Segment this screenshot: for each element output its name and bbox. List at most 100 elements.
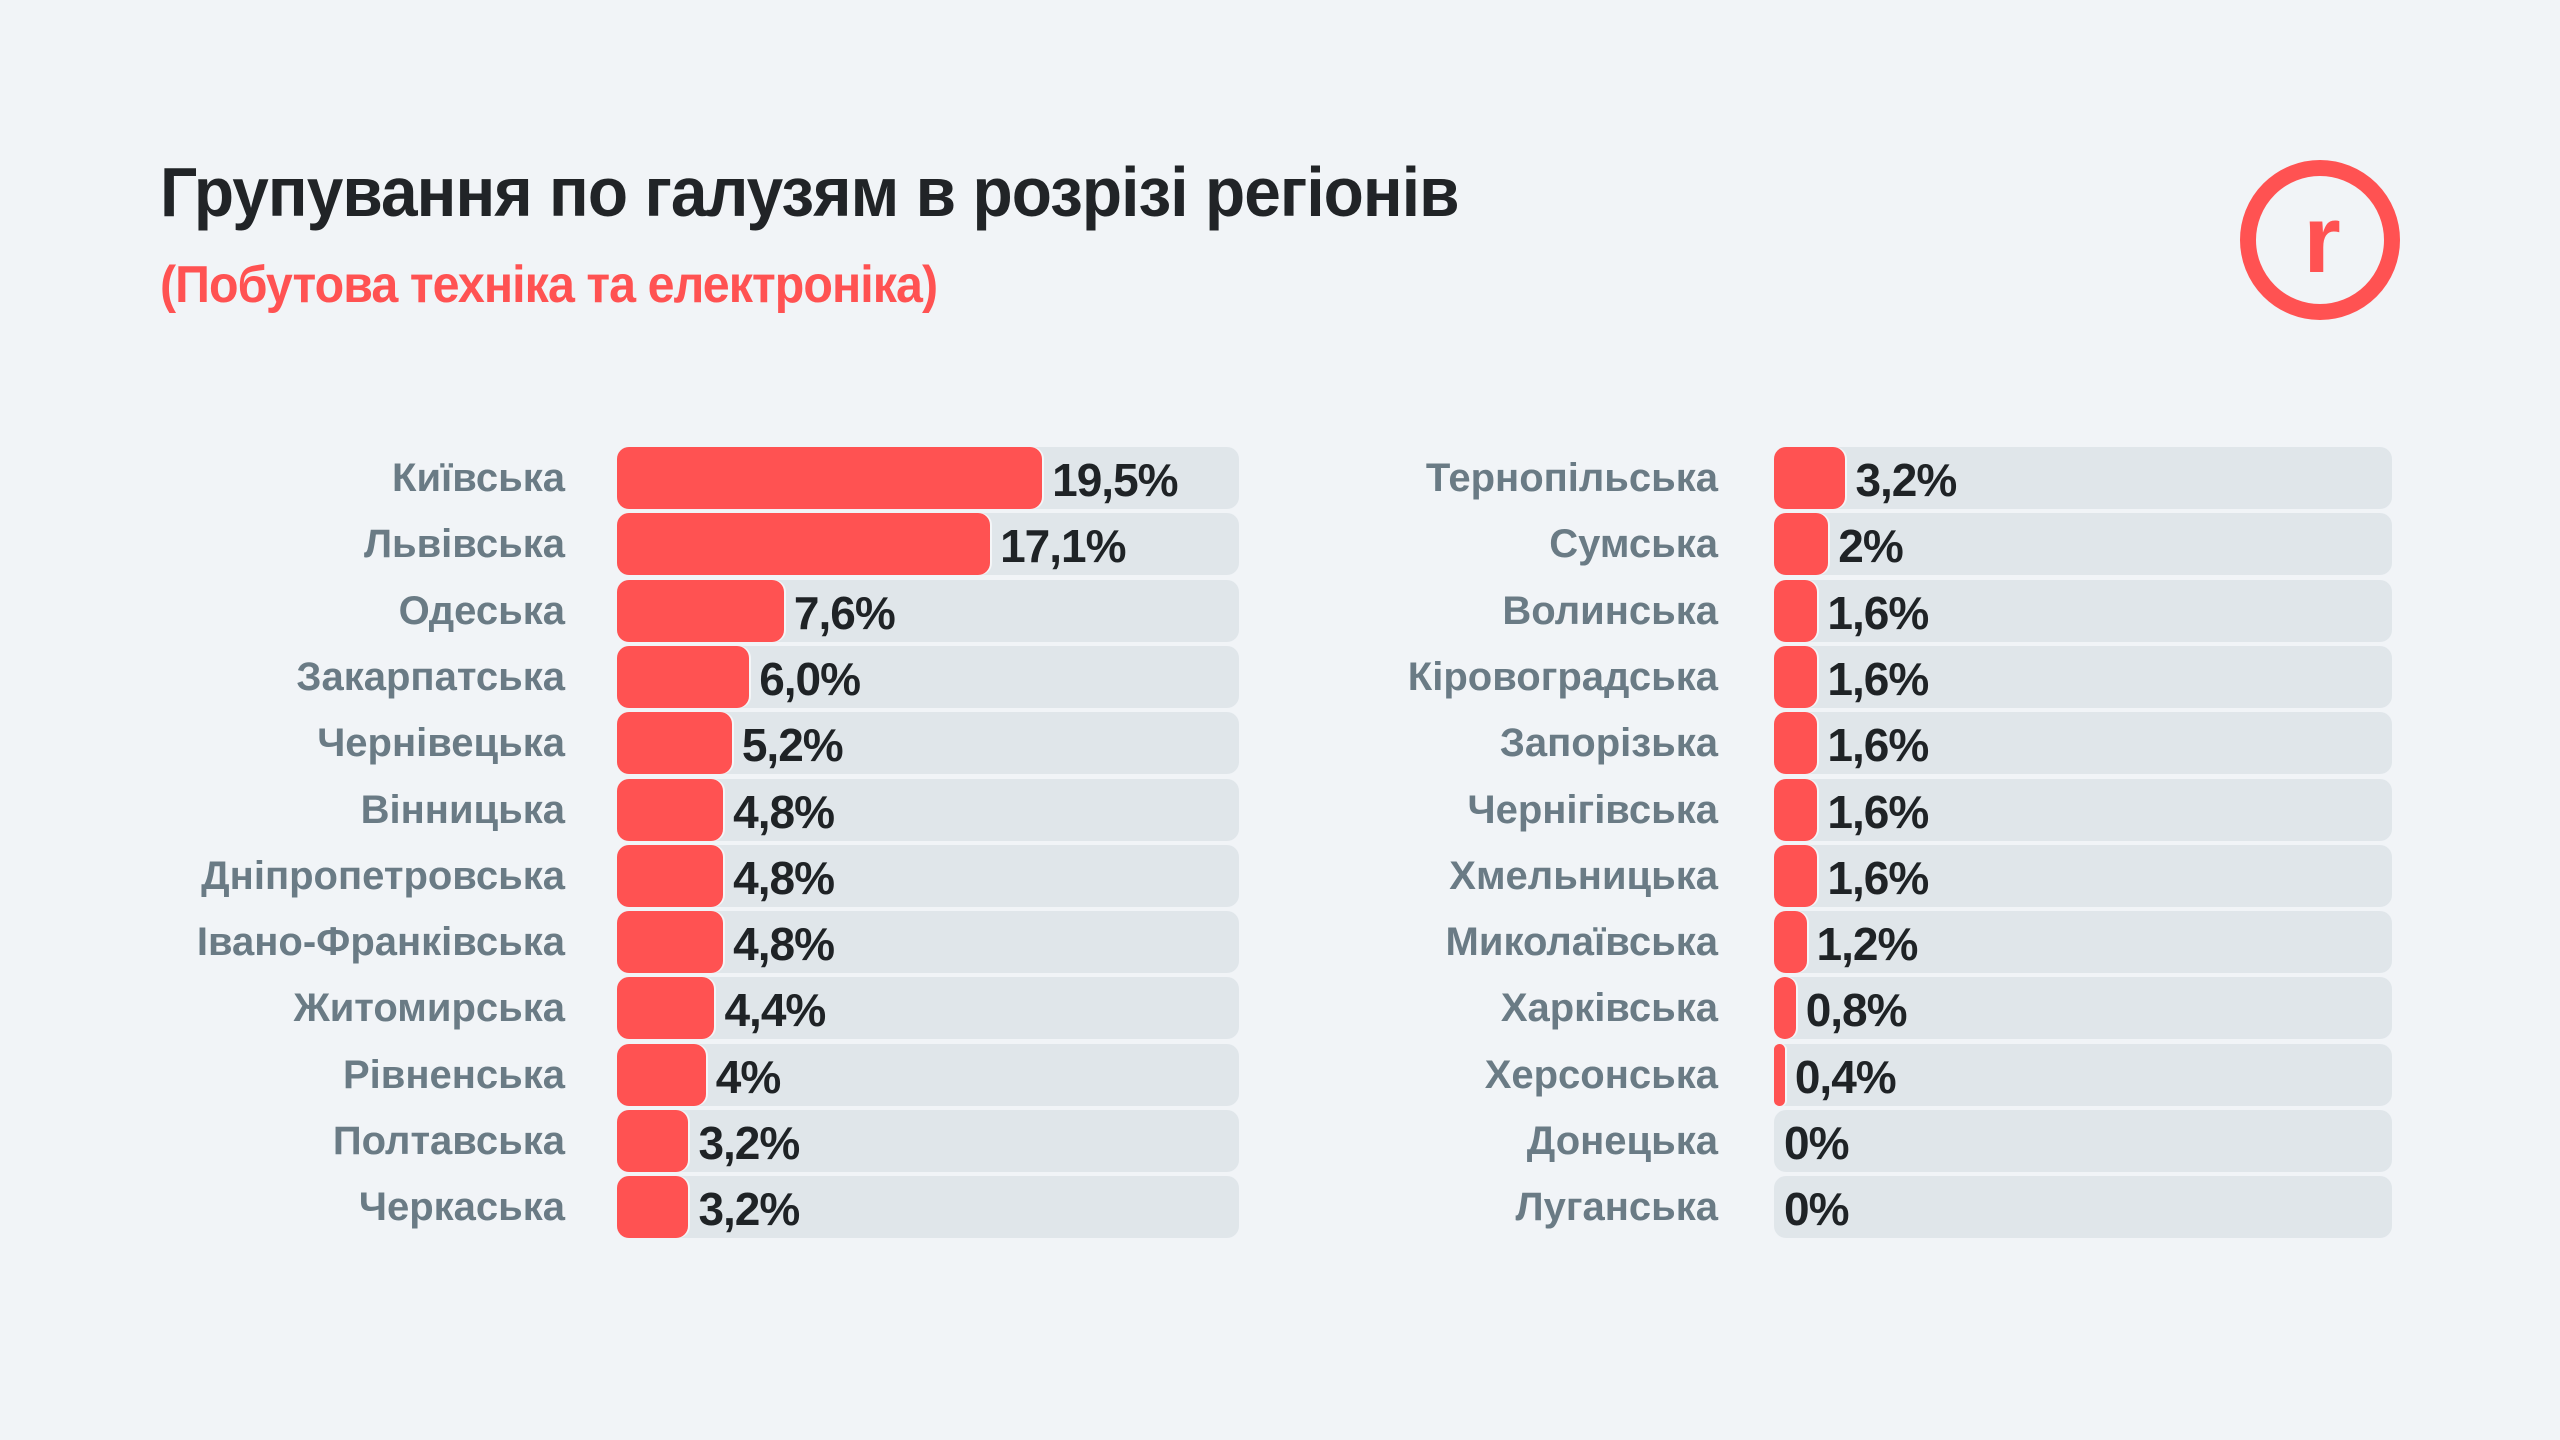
bar-track (617, 447, 1239, 509)
category-label: Закарпатська (296, 654, 565, 699)
bar-track (1774, 645, 2392, 708)
value-label: 0,8% (1805, 984, 1908, 1037)
bar-row: Чернівецька 5,2% (0, 712, 2560, 775)
chart-title: Групування по галузям в розрізі регіонів (160, 153, 1460, 231)
bar-track (617, 844, 1239, 907)
bar (1774, 1043, 1785, 1106)
bar-row: Сумська 2% (0, 513, 2560, 576)
bar-track (617, 1043, 1239, 1106)
bar (617, 778, 724, 841)
bar (617, 1176, 689, 1239)
category-label: Полтавська (332, 1119, 565, 1163)
bar-track (1774, 447, 2392, 509)
bar-row: Донецька 0% (0, 1110, 2560, 1172)
bar-row: Запорізька 1,6% (0, 712, 2560, 775)
bar-row: Вінницька 4,8% (0, 778, 2560, 841)
bar-track (1774, 778, 2392, 841)
category-label: Тернопільська (1425, 456, 1718, 500)
bar-track (617, 645, 1239, 708)
bar (1774, 778, 1818, 841)
r-circle-logo-icon: r (2240, 160, 2400, 320)
category-label: Волинська (1502, 588, 1718, 633)
bar-track (617, 778, 1239, 841)
logo-letter: r (2303, 186, 2340, 293)
bar-row: Одеська 7,6% (0, 579, 2560, 642)
category-label: Львівська (363, 522, 565, 567)
bar-row: Хмельницька 1,6% (0, 844, 2560, 907)
bar (617, 712, 732, 775)
bar-row: Харківська 0,8% (0, 977, 2560, 1040)
value-label: 0% (1784, 1117, 1849, 1169)
bar (1774, 645, 1818, 708)
bar-row: Черкаська 3,2% (0, 1176, 2560, 1239)
value-label: 4,8% (733, 851, 835, 904)
bar (617, 645, 750, 708)
value-label: 1,6% (1827, 586, 1929, 639)
bar-row: Львівська 17,1% (0, 513, 2560, 576)
bar (1774, 513, 1829, 576)
value-label: 4,4% (724, 984, 826, 1037)
category-label: Одеська (398, 588, 565, 633)
category-label: Луганська (1515, 1185, 1718, 1230)
bar-row: Миколаївська 1,2% (0, 911, 2560, 974)
bar-row: Рівненська 4% (0, 1043, 2560, 1106)
bar-track (1774, 712, 2392, 775)
bar-row: Чернігівська 1,6% (0, 778, 2560, 841)
bar (1774, 844, 1818, 907)
chart-subtitle: (Побутова техніка та електроніка) (160, 256, 938, 314)
category-label: Київська (392, 456, 565, 500)
bar-track (617, 1176, 1239, 1239)
category-label: Вінницька (360, 787, 565, 832)
bar (617, 579, 784, 642)
bar-row: Івано-Франківська 4,8% (0, 911, 2560, 974)
bar-row: Луганська 0% (0, 1176, 2560, 1239)
value-label: 3,2% (698, 1183, 800, 1236)
bar-track (1774, 1176, 2392, 1239)
bar (1774, 447, 1846, 509)
value-label: 17,1% (1000, 520, 1126, 573)
bar-track (617, 977, 1239, 1040)
bar-row: Житомирська 4,4% (0, 977, 2560, 1040)
bar-track (1774, 844, 2392, 907)
bar-row: Волинська 1,6% (0, 579, 2560, 642)
bar (617, 513, 991, 576)
bar-row: Закарпатська 6,0% (0, 645, 2560, 708)
value-label: 1,6% (1827, 719, 1929, 772)
bar-track (1774, 1110, 2392, 1172)
bar-row: Херсонська 0,4% (0, 1043, 2560, 1106)
bar (617, 1043, 706, 1106)
value-label: 1,6% (1827, 652, 1929, 705)
bar-track (617, 712, 1239, 775)
bar (617, 977, 715, 1040)
bar-track (1774, 1043, 2392, 1106)
category-label: Житомирська (293, 986, 565, 1031)
value-label: 4,8% (733, 918, 835, 971)
bar (617, 911, 724, 974)
bar-row: Тернопільська 3,2% (0, 447, 2560, 509)
value-label: 5,2% (741, 719, 844, 772)
bar (617, 844, 724, 907)
category-label: Херсонська (1484, 1052, 1718, 1097)
bar-track (617, 1110, 1239, 1172)
category-label: Івано-Франківська (196, 920, 565, 965)
logo-ring (2240, 160, 2400, 320)
category-label: Рівненська (342, 1052, 565, 1097)
category-label: Сумська (1549, 522, 1718, 567)
bar-track (1774, 579, 2392, 642)
value-label: 7,6% (793, 586, 896, 639)
value-label: 2% (1838, 520, 1903, 573)
bar-row: Дніпропетровська 4,8% (0, 844, 2560, 907)
bar-track (1774, 911, 2392, 974)
value-label: 1,6% (1827, 851, 1929, 904)
value-label: 19,5% (1052, 454, 1178, 506)
category-label: Миколаївська (1445, 920, 1718, 965)
bar (617, 1110, 689, 1172)
bar (617, 447, 1043, 509)
category-label: Дніпропетровська (201, 853, 565, 898)
bar-track (617, 579, 1239, 642)
category-label: Донецька (1526, 1119, 1718, 1163)
bar (1774, 911, 1807, 974)
value-label: 1,2% (1816, 918, 1919, 971)
category-label: Кіровоградська (1407, 654, 1718, 699)
value-label: 1,6% (1827, 785, 1929, 838)
